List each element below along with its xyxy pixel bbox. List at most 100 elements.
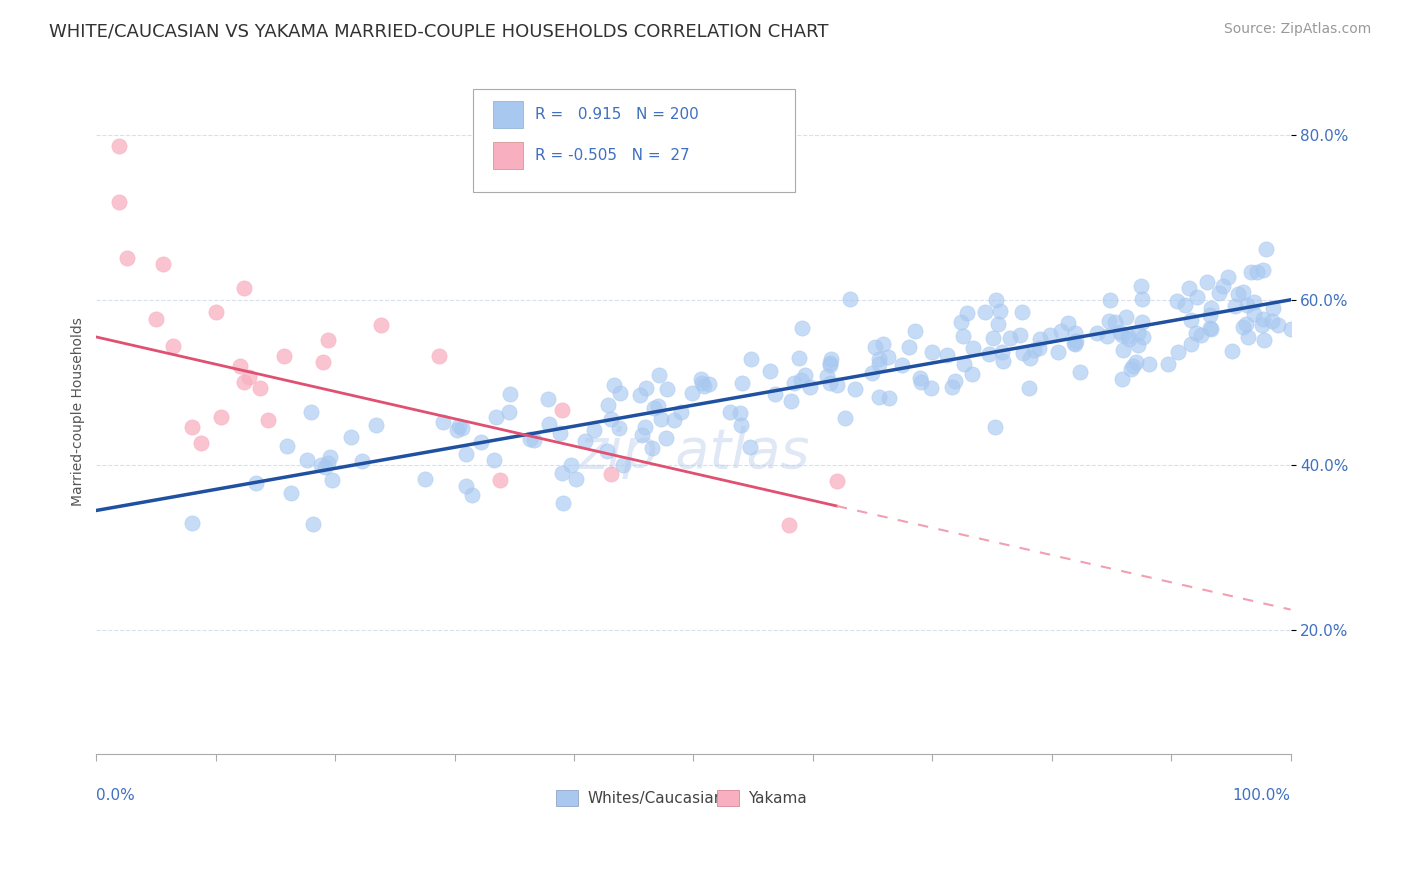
Point [655,431,678,445]
Point [890,358,912,372]
Point [820,352,842,367]
Point [647,399,669,413]
Point [986,293,1008,307]
Point [280,486,302,500]
Point [759,364,782,378]
Bar [717,790,740,805]
Point [1118,329,1140,343]
Point [314,459,336,474]
Point [523,433,546,447]
Point [537,392,560,407]
Point [1197,275,1219,289]
Point [956,306,979,320]
Point [949,315,972,329]
Point [232,281,254,295]
Point [145,312,167,326]
Point [648,368,671,382]
Point [1039,328,1062,343]
Point [1069,365,1091,379]
Point [1008,327,1031,342]
Point [1119,362,1142,376]
Point [799,380,821,394]
Point [790,321,813,335]
Point [820,376,842,390]
Point [550,426,572,441]
Point [793,368,815,383]
Point [1115,310,1137,324]
Point [1137,357,1160,371]
Point [583,423,606,437]
Point [245,475,267,490]
Point [413,471,436,485]
Point [1237,330,1260,344]
Point [370,318,392,333]
Point [1236,298,1258,312]
Point [1028,341,1050,355]
Point [273,350,295,364]
Point [634,381,657,395]
Point [190,436,212,450]
Point [1118,333,1140,347]
Point [595,443,617,458]
Point [740,351,762,366]
Point [1199,301,1222,315]
Point [551,496,574,510]
Point [1050,324,1073,338]
Text: WHITE/CAUCASIAN VS YAKAMA MARRIED-COUPLE HOUSEHOLDS CORRELATION CHART: WHITE/CAUCASIAN VS YAKAMA MARRIED-COUPLE… [49,22,828,40]
Text: R =   0.915   N = 200: R = 0.915 N = 200 [534,107,699,122]
Point [1085,326,1108,341]
Point [664,413,686,427]
Point [1253,311,1275,326]
Point [825,474,848,488]
Point [1220,343,1243,358]
Point [693,379,716,393]
Point [920,381,942,395]
Point [1109,326,1132,340]
Point [962,341,984,355]
Point [162,339,184,353]
Point [1111,328,1133,343]
Point [1185,326,1208,341]
Point [1251,262,1274,277]
Point [790,374,813,388]
Point [1180,312,1202,326]
Point [209,410,232,425]
Point [787,351,810,366]
Point [1254,242,1277,256]
Point [1130,279,1153,293]
Point [1253,334,1275,348]
Point [974,305,997,319]
FancyBboxPatch shape [472,89,794,192]
Point [1047,345,1070,359]
Point [1250,318,1272,332]
Point [181,516,204,530]
Point [312,355,335,369]
Point [1180,337,1202,351]
Text: R = -0.505   N =  27: R = -0.505 N = 27 [534,148,689,163]
Point [152,257,174,271]
Point [612,458,634,473]
Point [910,371,932,385]
Point [447,418,470,433]
Point [1097,329,1119,343]
Point [1019,351,1042,366]
Point [868,357,890,371]
Point [731,376,754,390]
Point [1011,305,1033,319]
Point [921,344,943,359]
Point [238,370,260,384]
Point [1212,279,1234,293]
Point [460,488,482,502]
Point [1112,343,1135,357]
Point [1130,293,1153,307]
Point [962,368,984,382]
Point [860,366,883,380]
Point [877,350,900,364]
Point [868,390,890,404]
Point [879,391,901,405]
Point [981,331,1004,345]
Point [1279,322,1302,336]
Point [1225,299,1247,313]
Point [1064,337,1087,351]
Point [952,329,974,343]
